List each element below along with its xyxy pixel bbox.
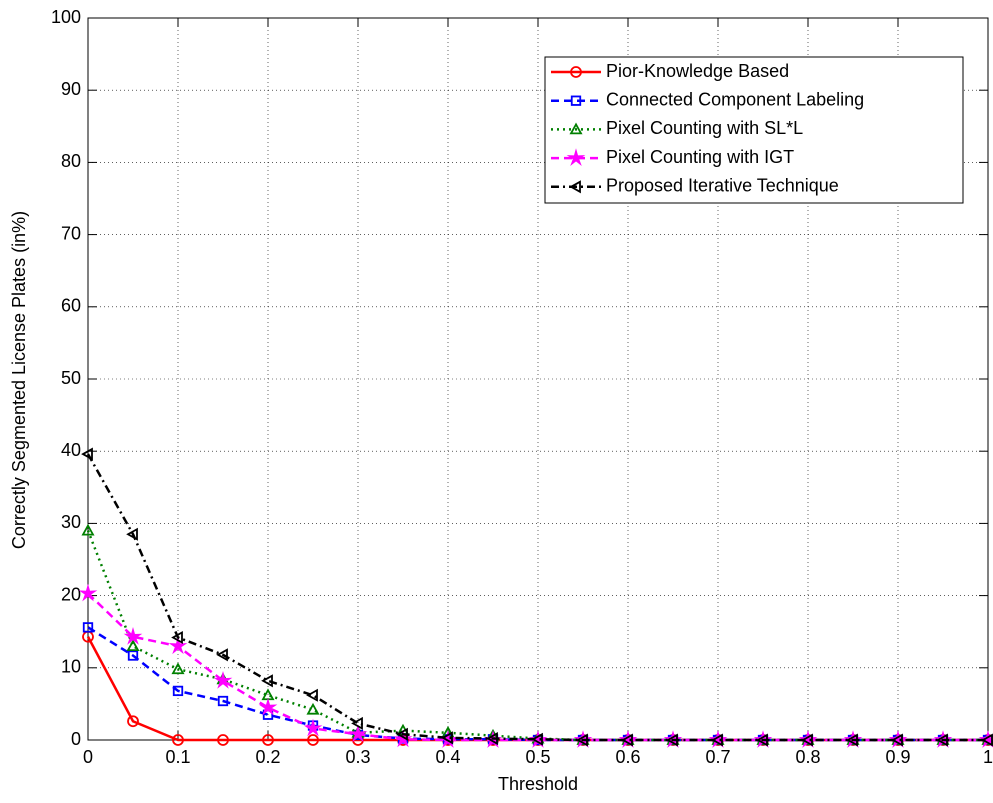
data-point xyxy=(127,715,139,728)
x-tick-label: 0.1 xyxy=(165,747,190,767)
y-tick-label: 60 xyxy=(61,296,81,316)
series-line xyxy=(87,592,988,742)
data-point xyxy=(262,734,274,746)
x-tick-label: 0.3 xyxy=(345,747,370,767)
data-point xyxy=(81,447,93,461)
x-tick-label: 0.4 xyxy=(435,747,460,767)
data-point xyxy=(846,733,858,747)
data-point xyxy=(351,716,363,730)
x-tick-label: 0 xyxy=(83,747,93,767)
data-point xyxy=(123,626,143,645)
data-point xyxy=(576,733,588,747)
data-point xyxy=(348,724,368,743)
data-point xyxy=(756,733,768,747)
data-point xyxy=(172,734,184,746)
x-tick-label: 1 xyxy=(983,747,993,767)
data-point xyxy=(126,527,138,541)
data-point xyxy=(126,639,140,652)
data-point xyxy=(891,733,903,747)
data-point xyxy=(441,731,453,745)
data-point xyxy=(261,674,273,688)
y-tick-label: 20 xyxy=(61,584,81,604)
legend-marker xyxy=(570,95,582,106)
data-point xyxy=(172,685,184,697)
x-tick-label: 0.2 xyxy=(255,747,280,767)
x-tick-label: 0.5 xyxy=(525,747,550,767)
data-point xyxy=(666,733,678,747)
x-tick-label: 0.7 xyxy=(705,747,730,767)
data-point xyxy=(531,732,543,746)
data-point xyxy=(307,734,319,746)
data-point xyxy=(127,650,139,661)
data-point xyxy=(78,583,98,602)
y-tick-label: 10 xyxy=(61,657,81,677)
data-point xyxy=(171,630,183,645)
data-point xyxy=(621,733,633,747)
data-point xyxy=(217,734,229,746)
data-point xyxy=(306,702,320,715)
data-point xyxy=(801,733,813,747)
y-tick-label: 90 xyxy=(61,79,81,99)
legend-box xyxy=(544,56,964,204)
data-point xyxy=(396,727,408,741)
data-point xyxy=(258,697,278,716)
legend: Pior-Knowledge Based Connected Component … xyxy=(544,56,964,204)
y-tick-label: 40 xyxy=(61,440,81,460)
legend-label: Pixel Counting with SL*L xyxy=(606,118,803,138)
x-tick-label: 0.6 xyxy=(615,747,640,767)
data-point xyxy=(216,648,228,662)
y-tick-label: 80 xyxy=(61,151,81,171)
legend-label: Connected Component Labeling xyxy=(606,89,864,109)
x-tick-label: 0.9 xyxy=(885,747,910,767)
data-point xyxy=(936,733,948,747)
legend-marker xyxy=(569,122,583,135)
data-point xyxy=(81,523,95,536)
y-tick-label: 70 xyxy=(61,223,81,243)
data-point xyxy=(171,662,185,675)
y-axis-label: Correctly Segmented License Plates (in%) xyxy=(9,211,29,549)
legend-marker xyxy=(569,180,581,194)
data-point xyxy=(168,636,188,655)
data-point xyxy=(82,622,94,633)
legend-label: Pixel Counting with IGT xyxy=(606,147,794,167)
data-point xyxy=(981,733,993,747)
legend-label: Proposed Iterative Technique xyxy=(606,176,839,196)
data-point xyxy=(217,695,229,707)
data-point xyxy=(213,670,233,689)
data-point xyxy=(306,688,318,702)
x-axis-label: Threshold xyxy=(498,774,578,794)
x-tick-label: 0.8 xyxy=(795,747,820,767)
legend-label: Pior-Knowledge Based xyxy=(606,61,789,81)
data-point xyxy=(303,718,323,737)
y-tick-label: 100 xyxy=(51,7,81,27)
data-point xyxy=(486,732,498,746)
series-line xyxy=(86,453,988,742)
y-tick-label: 30 xyxy=(61,512,81,532)
legend-marker xyxy=(570,66,582,78)
y-tick-label: 50 xyxy=(61,368,81,388)
legend-marker xyxy=(566,148,586,167)
data-point xyxy=(711,733,723,747)
y-tick-label: 0 xyxy=(71,729,81,749)
